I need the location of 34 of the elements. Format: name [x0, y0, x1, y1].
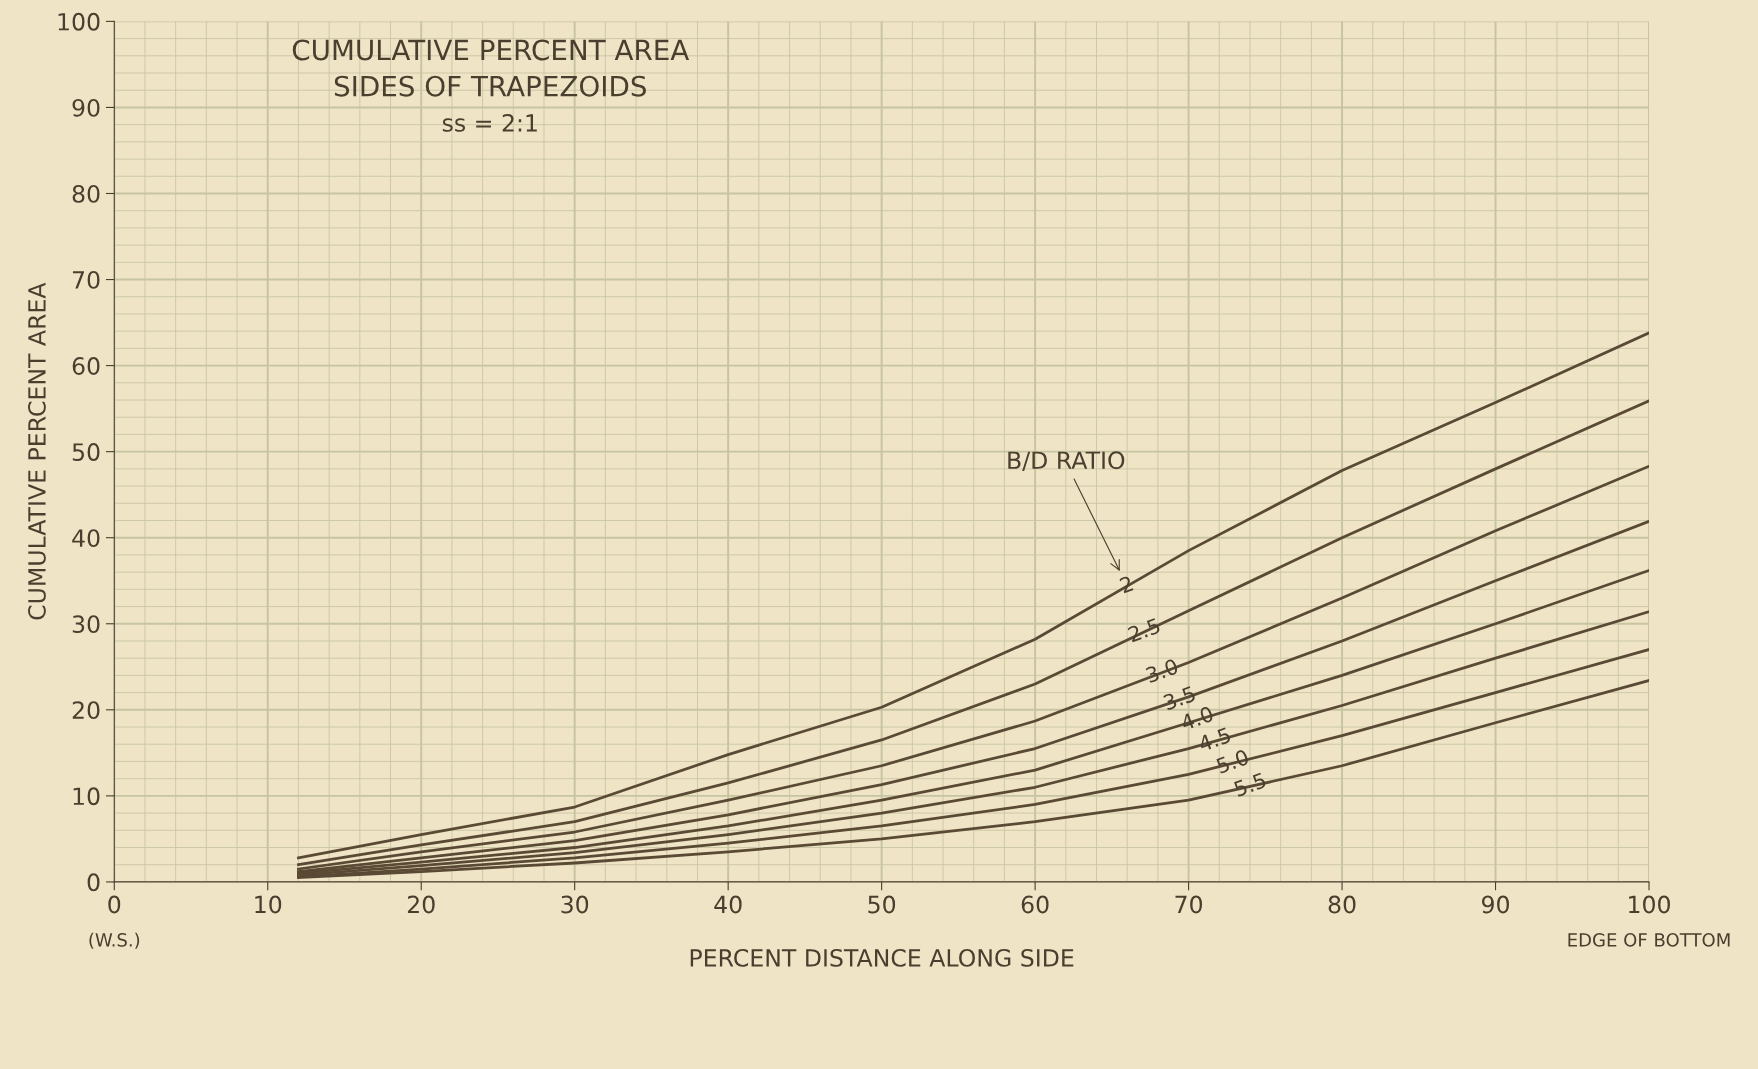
x-tick-label: 60	[1021, 895, 1049, 914]
x-tick-label: 80	[1328, 895, 1356, 914]
legend-label: 2	[1119, 575, 1134, 594]
y-tick-label: 40	[72, 529, 100, 548]
text: CUMULATIVE PERCENT AREA	[292, 39, 690, 61]
y-tick-label: 50	[72, 443, 100, 461]
x-tick-label: 90	[1481, 895, 1509, 914]
x-tick-label: 40	[714, 895, 742, 914]
text: 5.5	[1233, 772, 1267, 798]
x-tick-label: 20	[407, 895, 435, 914]
text: EDGE OF BOTTOM	[1568, 933, 1730, 947]
text: 3.0	[1145, 658, 1179, 684]
x-tick-label: 0	[108, 895, 121, 914]
y-tick-label: 60	[72, 357, 100, 375]
y-tick-label: 80	[72, 184, 100, 203]
x-tick-label: 50	[868, 895, 896, 914]
y-tick-label: 70	[72, 270, 100, 289]
x-tick-label: 30	[561, 895, 589, 914]
y-tick-label: 90	[72, 98, 100, 117]
x-tick-label: 10	[255, 895, 282, 914]
x-tick-label: 70	[1175, 895, 1203, 914]
y-tick-label: 100	[58, 12, 100, 31]
x-tick-label: 100	[1629, 895, 1670, 914]
x-axis-title: PERCENT DISTANCE ALONG SIDE	[690, 948, 1074, 967]
y-tick-label: 30	[72, 615, 100, 634]
y-tick-label: 10	[73, 787, 100, 806]
y-axis-title: CUMULATIVE PERCENT AREA	[28, 282, 46, 620]
text: SIDES OF TRAPEZOIDS	[334, 75, 646, 97]
text: (W.S.)	[89, 932, 140, 949]
text: 2.5	[1127, 617, 1161, 643]
y-tick-label: 20	[72, 701, 100, 720]
annotation: B/D RATIO	[1008, 451, 1125, 472]
annotation: ss = 2:1	[442, 114, 537, 132]
y-tick-label: 0	[87, 873, 100, 892]
